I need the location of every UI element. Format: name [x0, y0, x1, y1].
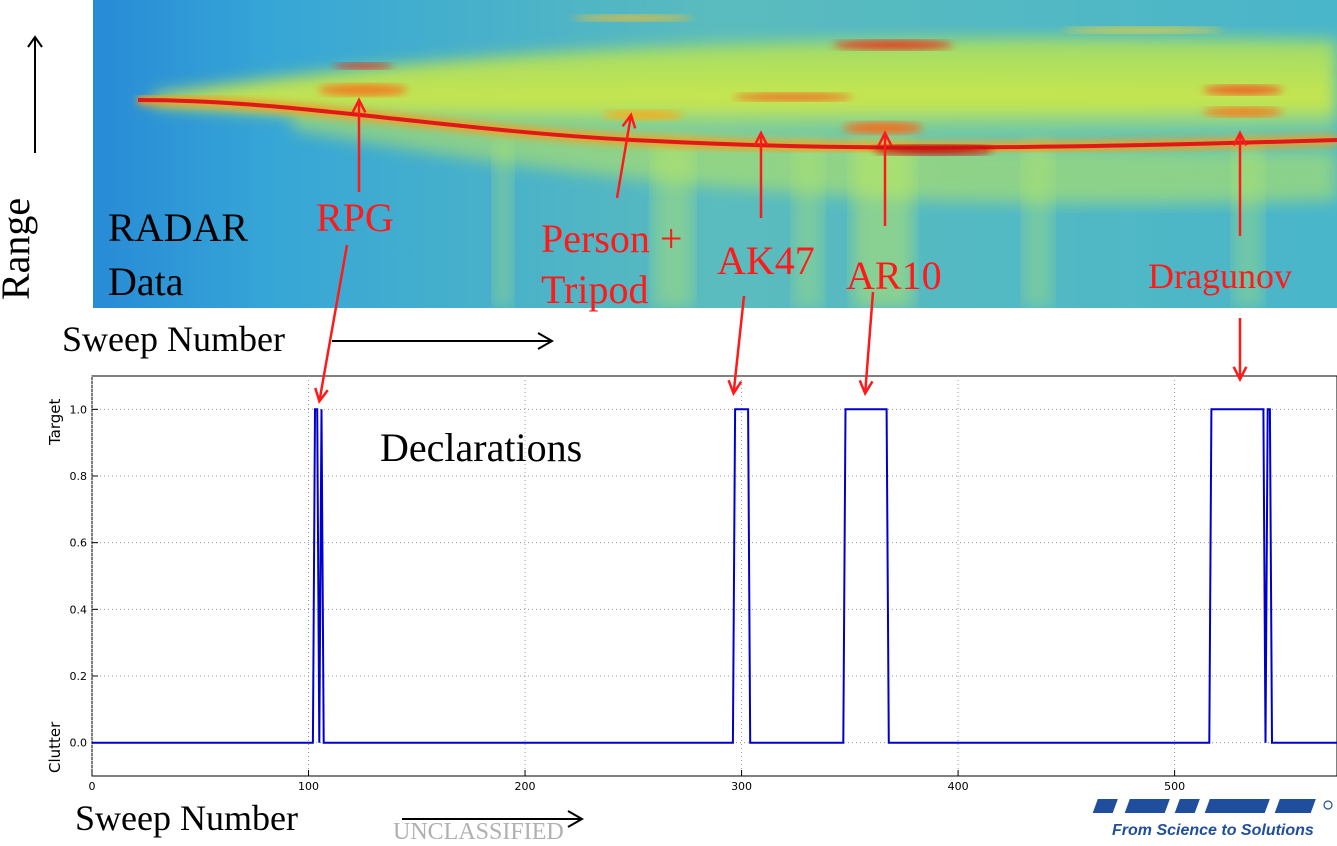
x-arrow-bottom-icon [402, 810, 585, 828]
y-label-target: Target [46, 398, 64, 446]
target-label-dragunov: Dragunov [1148, 256, 1292, 296]
arrow-down-ar10 [858, 291, 875, 397]
x-axis-label-bottom: Sweep Number [75, 798, 298, 838]
y-tick-label: 0.0 [70, 737, 88, 750]
target-label-ar10: AR10 [846, 253, 942, 298]
arrow-up-dragunov [1232, 130, 1248, 236]
arrow-up-ak47 [753, 130, 769, 218]
x-tick-label: 400 [948, 780, 969, 793]
radar-heatmap [93, 0, 1337, 308]
declarations-label: Declarations [380, 425, 583, 470]
x-tick-label: 500 [1164, 780, 1185, 793]
arrow-up-ar10 [877, 130, 893, 226]
arrow-down-ak47-head [727, 379, 743, 397]
y-tick-label: 0.8 [70, 470, 88, 483]
arrow-up-ar10-head [877, 130, 893, 147]
arrow-down-ar10-shaft [863, 291, 875, 394]
arrow-up-person [615, 112, 637, 199]
range-arrow-icon [27, 35, 43, 153]
target-label-person-line2: Tripod [541, 267, 649, 312]
arrow-up-person-head [621, 112, 637, 129]
arrow-up-rpg-head [351, 97, 367, 114]
target-label-ak47: AK47 [717, 238, 815, 283]
target-label-person-line1: Person + [541, 216, 683, 261]
arrow-up-dragunov-head [1232, 130, 1248, 147]
y-tick-label: 0.4 [70, 603, 88, 616]
x-axis-label-top: Sweep Number [62, 319, 285, 359]
radar-title-line1: RADAR [108, 205, 249, 250]
y-tick-label: 0.6 [70, 537, 88, 550]
x-tick-label: 0 [89, 780, 96, 793]
x-arrow-top-icon [332, 332, 555, 350]
arrow-down-dragunov [1232, 318, 1248, 383]
logo-tagline: From Science to Solutions [1112, 822, 1314, 839]
arrow-down-rpg [314, 244, 349, 405]
y-tick-label: 1.0 [70, 403, 88, 416]
arrow-down-ak47 [727, 295, 746, 397]
arrow-up-ak47-head [753, 130, 769, 147]
target-label-rpg: RPG [316, 195, 394, 240]
arrow-down-dragunov-head [1232, 366, 1248, 383]
x-tick-label: 300 [731, 780, 752, 793]
x-tick-label: 200 [515, 780, 536, 793]
y-tick-label: 0.2 [70, 670, 88, 683]
arrow-up-rpg [351, 97, 367, 192]
classification-marking: UNCLASSIFIED [393, 819, 564, 845]
declaration-series-line [92, 408, 1337, 744]
company-logo: From Science to Solutions [1092, 799, 1333, 839]
x-tick-label: 100 [298, 780, 319, 793]
arrow-down-rpg-head [314, 387, 329, 405]
arrow-down-rpg-shaft [318, 244, 349, 402]
radar-title-line2: Data [108, 259, 184, 304]
arrow-down-ar10-head [858, 379, 874, 397]
arrow-down-ak47-shaft [732, 295, 746, 394]
y-label-clutter: Clutter [46, 721, 64, 773]
plot-frame [91, 375, 1337, 777]
arrow-up-person-shaft [615, 114, 633, 199]
